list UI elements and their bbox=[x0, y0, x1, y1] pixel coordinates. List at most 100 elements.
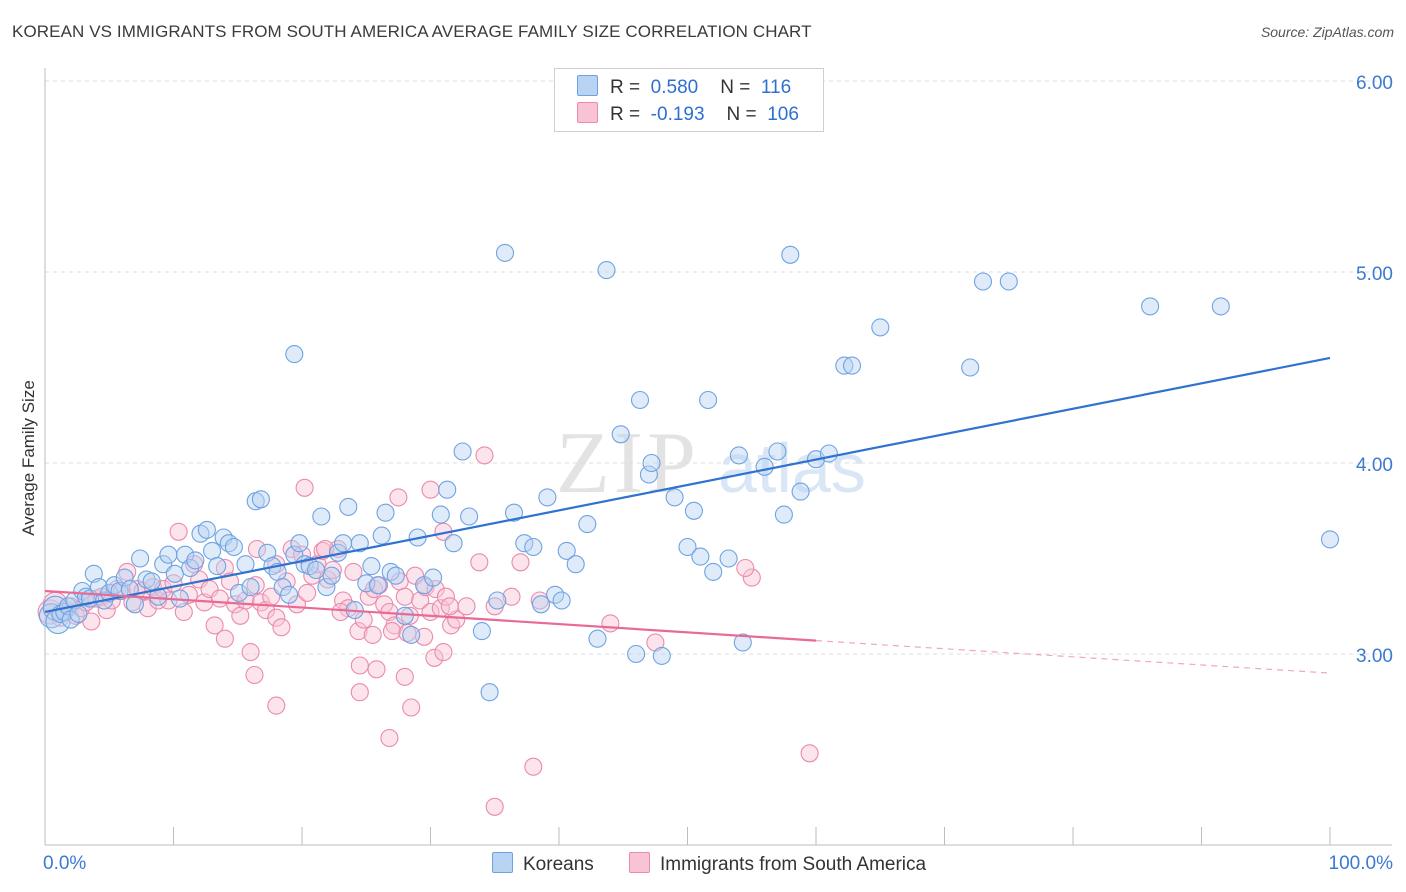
sa-point bbox=[434, 643, 453, 662]
sa-point bbox=[231, 606, 250, 625]
korean-point bbox=[386, 566, 405, 585]
chart-title: KOREAN VS IMMIGRANTS FROM SOUTH AMERICA … bbox=[12, 22, 812, 41]
korean-swatch bbox=[577, 75, 598, 96]
sa-r-label: R = bbox=[610, 104, 641, 125]
axis-labels: 3.00 4.00 5.00 6.00 0.0% 100.0% Average Family… bbox=[19, 73, 1393, 874]
sa-point bbox=[475, 446, 494, 465]
korean-point bbox=[973, 272, 993, 291]
korean-point bbox=[566, 555, 585, 574]
korean-point bbox=[1211, 297, 1230, 316]
korean-point bbox=[538, 488, 557, 507]
korean-point bbox=[395, 606, 414, 625]
sa-point bbox=[205, 616, 224, 635]
korean-point bbox=[1320, 530, 1340, 549]
axes bbox=[44, 68, 1392, 846]
sa-point bbox=[267, 608, 286, 627]
sa-point bbox=[395, 667, 414, 686]
korean-point bbox=[704, 562, 723, 581]
korean-point bbox=[115, 568, 134, 587]
korean-point bbox=[89, 578, 109, 597]
korean-point bbox=[1141, 297, 1160, 316]
korean-point bbox=[642, 453, 661, 473]
korean-point bbox=[431, 505, 450, 524]
sa-point bbox=[601, 614, 620, 633]
korean-point bbox=[835, 356, 854, 375]
korean-point bbox=[280, 585, 299, 604]
korean-point bbox=[197, 520, 216, 539]
sa-point bbox=[470, 553, 489, 572]
sa-point bbox=[425, 648, 444, 667]
watermark: ZIP atlas bbox=[556, 415, 866, 512]
korean-point bbox=[229, 583, 249, 602]
korean-n-value: 116 bbox=[760, 77, 792, 98]
korean-point bbox=[472, 622, 491, 641]
korean-point bbox=[691, 547, 710, 566]
sa-n-value: 106 bbox=[767, 104, 799, 125]
korean-point bbox=[84, 564, 103, 583]
korean-point bbox=[733, 633, 752, 652]
sa-point bbox=[457, 597, 476, 616]
korean-point bbox=[312, 507, 331, 526]
korean-point bbox=[224, 537, 243, 557]
korean-point bbox=[125, 595, 144, 614]
korean-point bbox=[176, 545, 195, 564]
korean-point bbox=[438, 480, 457, 499]
sa-point bbox=[349, 622, 368, 641]
sa-point bbox=[389, 488, 408, 507]
korean-n-label: N = bbox=[720, 77, 751, 98]
sa-point bbox=[421, 480, 440, 499]
korean-point bbox=[362, 557, 381, 576]
korean-point bbox=[781, 245, 800, 264]
trend-lines bbox=[44, 356, 1331, 674]
bottom-korean-label: Koreans bbox=[523, 854, 594, 875]
korean-point bbox=[208, 557, 227, 576]
sa-point bbox=[411, 591, 430, 610]
korean-point bbox=[322, 566, 341, 585]
correlation-legend: R = 0.580 N = 116 R = -0.193 N = 106 bbox=[554, 68, 824, 132]
korean-point bbox=[460, 507, 479, 526]
watermark-atlas: atlas bbox=[718, 429, 866, 507]
sa-trend-line bbox=[44, 589, 817, 642]
sa-point bbox=[295, 478, 314, 497]
korean-point bbox=[131, 549, 150, 568]
korean-point bbox=[588, 629, 607, 648]
korean-point bbox=[755, 457, 774, 476]
legend-row-korean: R = 0.580 N = 116 bbox=[577, 75, 791, 99]
korean-point bbox=[791, 482, 810, 501]
korean-point bbox=[357, 574, 376, 593]
korean-point bbox=[372, 526, 391, 545]
sa-point bbox=[331, 602, 350, 622]
korean-point bbox=[142, 572, 161, 591]
sa-point bbox=[485, 797, 504, 816]
sa-point bbox=[440, 597, 459, 616]
sa-point bbox=[344, 562, 363, 581]
sa-point bbox=[736, 558, 755, 578]
korean-series bbox=[38, 243, 1340, 702]
sa-point bbox=[149, 591, 168, 610]
korean-point bbox=[453, 442, 472, 461]
korean-point bbox=[557, 541, 576, 560]
korean-point bbox=[524, 537, 543, 557]
sa-point bbox=[247, 539, 267, 559]
korean-point bbox=[290, 534, 309, 553]
sa-point bbox=[436, 587, 455, 606]
korean-point bbox=[819, 444, 838, 463]
korean-point bbox=[203, 541, 222, 560]
korean-point bbox=[578, 515, 597, 534]
korean-point bbox=[719, 549, 738, 568]
korean-point bbox=[334, 534, 353, 553]
bottom-legend-korean: Koreans bbox=[492, 852, 594, 876]
sa-point bbox=[215, 629, 234, 648]
sa-trend-line-extrapolated bbox=[815, 640, 1331, 674]
korean-point bbox=[504, 503, 524, 522]
sa-point bbox=[367, 660, 386, 679]
korean-point bbox=[424, 568, 443, 587]
korean-point bbox=[871, 318, 890, 337]
korean-point bbox=[444, 534, 463, 553]
korean-point bbox=[611, 425, 630, 444]
y-tick-label-2: 5.00 bbox=[1356, 264, 1393, 285]
bottom-korean-swatch bbox=[492, 852, 513, 873]
korean-point bbox=[597, 261, 616, 280]
x-tick-label-0: 0.0% bbox=[43, 853, 86, 874]
